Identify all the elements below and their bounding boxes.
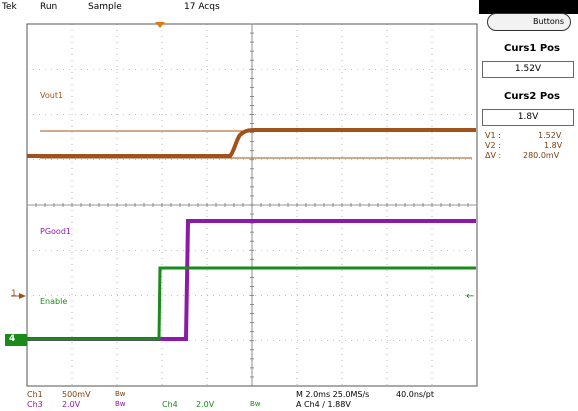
v1-label: V1 :	[485, 131, 501, 140]
ch4-status-name: Ch4	[162, 400, 178, 409]
trigger-position-icon	[155, 22, 165, 28]
ch4-bandwidth: Bw	[250, 400, 261, 408]
ch4-scale: 2.0V	[196, 400, 215, 409]
ch1-status-name: Ch1	[27, 390, 43, 399]
brand-label: Tek	[2, 2, 17, 12]
ch1-marker-label: 1	[11, 289, 17, 299]
delta-v-value: 280.0mV	[523, 151, 560, 160]
ch1-ground-marker-icon[interactable]	[19, 293, 26, 299]
v1-value: 1.52V	[538, 131, 562, 140]
right-offscreen-marker-icon: ←	[466, 291, 475, 302]
ch1-waveform	[27, 128, 476, 158]
ch4-ground-marker-icon[interactable]	[5, 334, 27, 346]
curs1-pos-value[interactable]: 1.52V	[482, 61, 574, 78]
curs1-pos-title: Curs1 Pos	[504, 43, 560, 54]
sidebar-header-bar	[479, 0, 578, 14]
ch1-bandwidth: Bw	[115, 390, 126, 398]
ch3-bandwidth: Bw	[115, 400, 126, 408]
acquisition-count: 17 Acqs	[184, 2, 220, 12]
v2-value: 1.8V	[544, 141, 563, 150]
run-state[interactable]: Run	[40, 2, 58, 12]
buttons-menu-button[interactable]: Buttons	[487, 13, 571, 31]
resolution-readout: 40.0ns/pt	[396, 390, 434, 399]
ch1-scale: 500mV	[62, 390, 91, 399]
ch4-waveform	[27, 266, 476, 341]
graticule-grid	[26, 23, 478, 387]
trigger-readout: A Ch4 ∕ 1.88V	[296, 400, 351, 409]
timebase-readout: M 2.0ms 25.0MS/s	[296, 390, 370, 399]
curs2-pos-value[interactable]: 1.8V	[482, 109, 574, 126]
ch3-waveform	[27, 219, 476, 341]
curs2-pos-title: Curs2 Pos	[504, 91, 560, 102]
v2-label: V2 :	[485, 141, 501, 150]
ch3-scale: 2.0V	[62, 400, 81, 409]
ch4-marker-label: 4	[9, 334, 16, 344]
acquisition-mode: Sample	[88, 2, 122, 12]
ch3-status-name: Ch3	[27, 400, 43, 409]
enable-label: Enable	[40, 297, 68, 306]
vout1-label: Vout1	[40, 91, 64, 100]
delta-v-label: ΔV :	[485, 151, 502, 160]
pgood1-label: PGood1	[40, 227, 71, 236]
